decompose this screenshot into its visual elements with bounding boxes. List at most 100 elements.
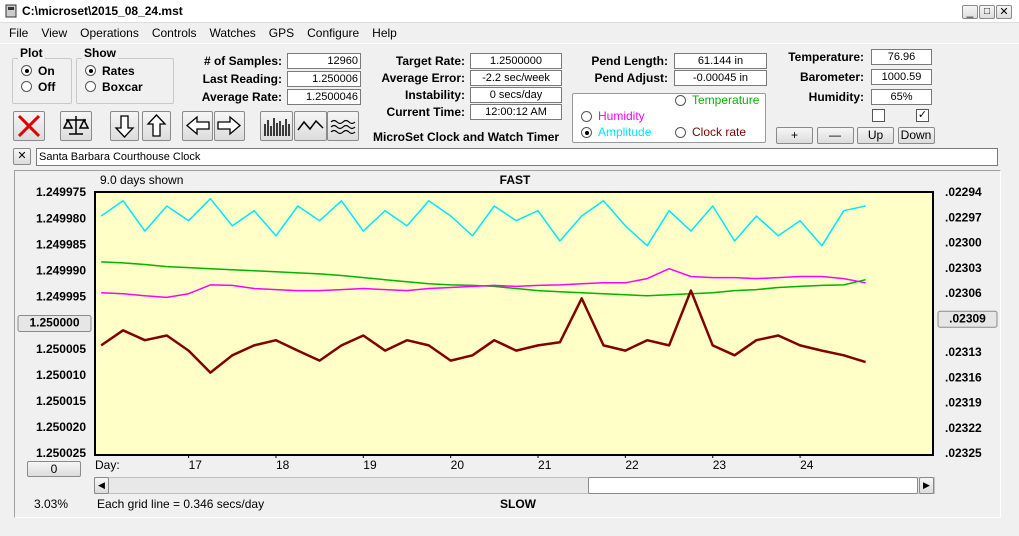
field-value: 0 secs/day (470, 87, 562, 103)
minimize-button[interactable]: _ (962, 5, 978, 19)
x-tick-label: 20 (451, 458, 465, 472)
bars-button[interactable] (260, 111, 293, 141)
adjust-button[interactable]: Up (857, 127, 894, 144)
y-tick-label: 1.249980 (36, 211, 86, 225)
maximize-button[interactable]: □ (979, 5, 995, 19)
y-tick-label: 1.250005 (36, 342, 86, 356)
x-tick-label: 17 (189, 458, 203, 472)
y-tick-label: 1.250020 (36, 420, 86, 434)
window-title: C:\microset\2015_08_24.mst (22, 4, 183, 18)
legend-label[interactable]: Humidity (598, 109, 645, 123)
y2-tick-label: .02306 (945, 286, 982, 300)
field-value: 76.96 (871, 49, 932, 65)
separator (0, 43, 1019, 44)
field-label: Average Error: (381, 71, 465, 85)
x-tick-label: 23 (713, 458, 727, 472)
y2-tick-label: .02303 (945, 261, 982, 275)
x-axis-label: Day: (95, 458, 120, 472)
legend-radio[interactable] (675, 95, 686, 106)
checkbox[interactable] (872, 109, 885, 122)
field-label: Barometer: (799, 70, 864, 84)
adjust-button[interactable]: — (816, 127, 854, 144)
radio[interactable] (85, 65, 96, 76)
radio[interactable] (85, 81, 96, 92)
down-button[interactable] (110, 111, 139, 141)
field-value: -2.2 sec/week (470, 70, 562, 86)
y2-tick-label: .02325 (945, 446, 982, 460)
legend-label[interactable]: Clock rate (692, 125, 747, 139)
radio[interactable] (21, 81, 32, 92)
reference-button[interactable] (937, 310, 998, 328)
chart-footer: SLOW (500, 497, 537, 511)
menu-item[interactable]: GPS (268, 26, 295, 40)
waves-button[interactable] (327, 111, 359, 141)
radio-label: On (38, 64, 55, 78)
menu-item[interactable]: View (41, 26, 68, 40)
y-tick-label: 1.250010 (36, 368, 86, 382)
right-button[interactable] (214, 111, 245, 141)
legend-radio[interactable] (581, 111, 592, 122)
menu-item[interactable]: Help (372, 26, 397, 40)
menu-item[interactable]: Watches (209, 26, 256, 40)
balance-button[interactable] (60, 111, 92, 141)
legend-label[interactable]: Amplitude (598, 125, 652, 139)
legend-label[interactable]: Temperature (692, 93, 760, 107)
field-label: Temperature: (788, 50, 864, 64)
app-icon (5, 4, 17, 18)
y-tick-label: 1.249985 (36, 237, 86, 251)
left-button[interactable] (182, 111, 213, 141)
field-value: 1.250006 (287, 71, 361, 87)
field-label: Pend Length: (591, 54, 668, 68)
series-box (572, 93, 766, 143)
series-line (101, 267, 866, 299)
adjust-button[interactable]: + (776, 127, 813, 144)
field-label: # of Samples: (203, 54, 282, 68)
menu-item[interactable]: Operations (80, 26, 139, 40)
up-button[interactable] (142, 111, 171, 141)
close-button[interactable]: ✕ (996, 5, 1012, 19)
title-bar (0, 0, 1019, 23)
delete-button[interactable] (13, 111, 45, 141)
scroll-right[interactable]: ▶ (919, 477, 934, 494)
reference-label: 1.250000 (29, 316, 79, 330)
menu-item[interactable]: File (9, 26, 29, 40)
group-title: Plot (18, 46, 45, 60)
y2-tick-label: .02297 (945, 210, 982, 224)
offset-button[interactable]: 0 (27, 461, 81, 477)
menu-item[interactable]: Configure (307, 26, 360, 40)
field-value: 12960 (287, 53, 361, 69)
wave-button[interactable] (294, 111, 327, 141)
plot-area (94, 191, 934, 456)
y2-tick-label: .02319 (945, 396, 982, 410)
radio-label: Boxcar (102, 80, 143, 94)
clear-button[interactable]: ✕ (13, 148, 31, 165)
reference-label: .02309 (949, 311, 986, 325)
menu-item[interactable]: Controls (151, 26, 197, 40)
radio[interactable] (21, 65, 32, 76)
field-label: Target Rate: (395, 54, 465, 68)
x-tick-label: 22 (625, 458, 639, 472)
group-box (76, 58, 174, 104)
legend-radio[interactable] (581, 127, 592, 138)
legend-radio[interactable] (675, 127, 686, 138)
field-label: Current Time: (386, 105, 465, 119)
y2-tick-label: .02294 (945, 185, 982, 199)
field-value: 1000.59 (871, 69, 932, 85)
scroll-left[interactable]: ◀ (94, 477, 109, 494)
percent: 3.03% (34, 497, 68, 511)
field-label: Last Reading: (202, 72, 282, 86)
checkbox[interactable]: ✓ (916, 109, 929, 122)
chart-title: FAST (500, 173, 531, 187)
x-tick-label: 24 (800, 458, 814, 472)
field-label: Pend Adjust: (594, 71, 668, 85)
scroll-thumb[interactable] (588, 477, 918, 494)
menu-bar: File View Operations Controls Watches GPS Conf… (9, 26, 397, 40)
y-tick-label: 1.249995 (36, 290, 86, 304)
field-value: 1.2500000 (470, 53, 562, 69)
series-line (100, 197, 866, 247)
adjust-button[interactable]: Down (897, 127, 935, 144)
y2-tick-label: .02322 (945, 421, 982, 435)
field-value: 12:00:12 AM (470, 104, 562, 120)
reference-button[interactable] (17, 315, 92, 332)
clock-name-field[interactable]: Santa Barbara Courthouse Clock (36, 148, 998, 166)
